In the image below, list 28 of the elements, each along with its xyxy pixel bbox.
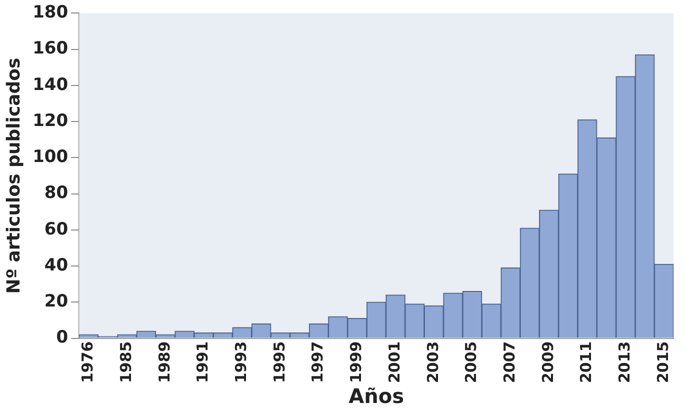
y-tick-label: 120 — [32, 110, 68, 131]
x-tick-label: 1993 — [232, 341, 250, 383]
y-tick-label: 160 — [32, 38, 68, 59]
x-tick-label: 1976 — [78, 341, 97, 383]
y-tick-label: 60 — [44, 219, 68, 240]
x-tick-label: 2005 — [462, 341, 480, 383]
x-tick-label: 2013 — [616, 341, 634, 383]
y-tick-label: 100 — [32, 147, 68, 168]
x-tick-label: 2001 — [385, 341, 404, 383]
x-tick-label: 2007 — [500, 341, 518, 383]
x-tick-label: 1989 — [155, 341, 174, 383]
y-tick-label: 180 — [32, 2, 68, 23]
x-tick-label: 1999 — [347, 341, 366, 383]
y-tick-label: 40 — [44, 255, 68, 276]
x-tick-label: 1985 — [116, 341, 135, 383]
y-tick-label: 20 — [44, 292, 68, 312]
y-tick-label: 140 — [32, 74, 68, 95]
y-axis-title: Nº articulos publicados — [3, 58, 24, 294]
x-tick-label: 1995 — [270, 341, 288, 383]
y-tick-label: 0 — [56, 328, 68, 348]
x-tick-label: 2015 — [654, 341, 672, 383]
x-tick-label: 2011 — [577, 341, 596, 383]
x-tick-label: 1991 — [194, 341, 212, 383]
x-tick-label: 2003 — [424, 341, 442, 383]
x-axis-title: Años — [348, 384, 404, 408]
x-tick-label: 1997 — [308, 341, 327, 383]
y-tick-label: 80 — [44, 183, 68, 204]
x-tick-label: 2009 — [538, 341, 557, 383]
